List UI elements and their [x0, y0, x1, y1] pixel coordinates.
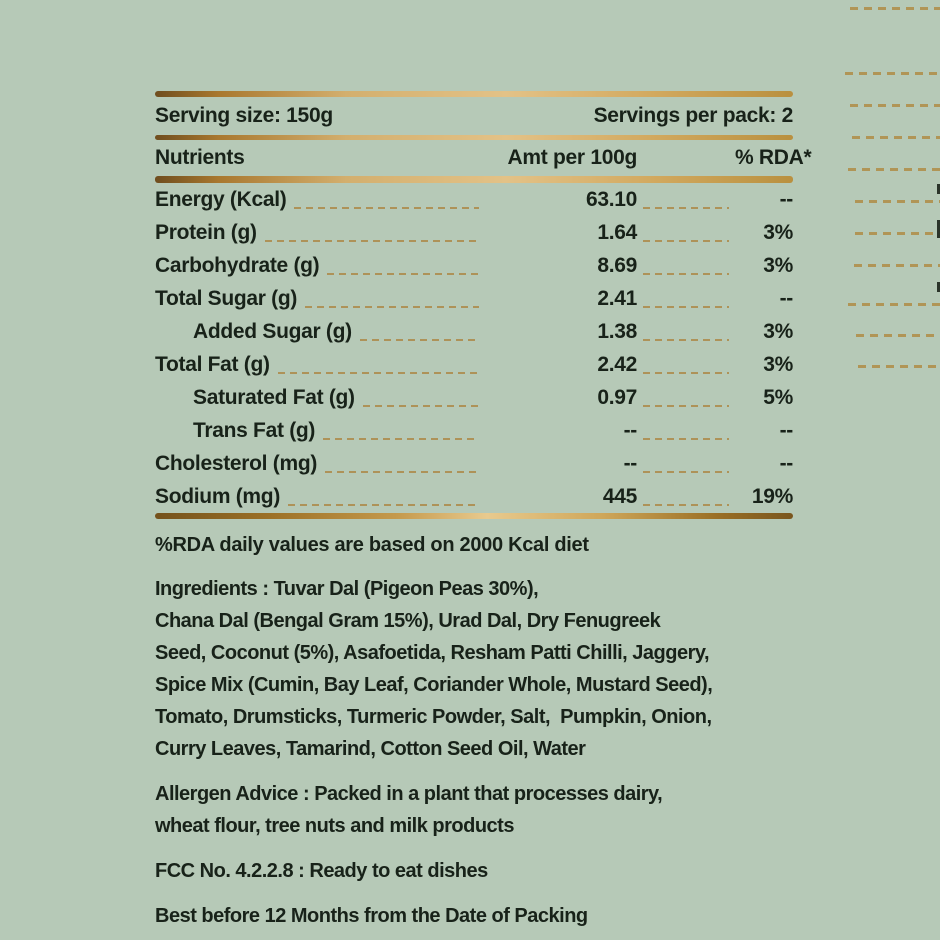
nutrient-label: Energy (Kcal) [155, 187, 287, 211]
gold-divider-top [155, 91, 793, 97]
leader-dashes [643, 239, 729, 242]
fold-dash-line [848, 168, 940, 171]
fold-dash-line [856, 334, 940, 337]
nutrient-row: Total Fat (g) 2.42 3% [155, 348, 793, 381]
leader-dashes [643, 206, 729, 209]
nutrient-amount: 2.41 [597, 286, 637, 310]
leader-dashes [643, 503, 729, 506]
nutrient-row: Total Sugar (g) 2.41 -- [155, 282, 793, 315]
nutrient-label: Sodium (mg) [155, 484, 281, 508]
leader-dashes [323, 437, 479, 440]
nutrient-amount: 1.38 [597, 319, 637, 343]
leader-dashes [362, 404, 479, 407]
rda-footnote: %RDA daily values are based on 2000 Kcal… [155, 534, 589, 556]
servings-per-pack-text: Servings per pack: 2 [593, 104, 794, 127]
leader-dashes [277, 371, 479, 374]
fold-dash-line [858, 365, 940, 368]
header-spacer [252, 165, 479, 167]
leader-dashes [643, 470, 729, 473]
leader-dashes [305, 305, 479, 308]
nutrient-label: Saturated Fat (g) [193, 385, 355, 409]
nutrient-row: Sodium (mg) 445 19% [155, 480, 793, 513]
nutrient-row: Cholesterol (mg) -- -- [155, 447, 793, 480]
fcc-number-text: FCC No. 4.2.2.8 : Ready to eat dishes [155, 860, 488, 882]
ingredients-text: Ingredients : Tuvar Dal (Pigeon Peas 30%… [155, 578, 713, 760]
fold-dash-line [855, 200, 940, 203]
fold-dash-line [845, 72, 940, 75]
leader-dashes [643, 371, 729, 374]
gold-divider [155, 135, 793, 140]
nutrient-rda: -- [779, 187, 794, 211]
leader-dashes [643, 437, 729, 440]
edge-print-mark [937, 220, 940, 238]
nutrition-facts-panel: Serving size: 150g Servings per pack: 2 … [155, 91, 812, 932]
nutrient-rda: 3% [763, 220, 793, 244]
fold-dash-line [854, 264, 940, 267]
fold-dash-line [848, 303, 940, 306]
leader-dashes [294, 206, 479, 209]
nutrient-rda: 3% [763, 253, 793, 277]
gold-divider [155, 176, 793, 183]
edge-print-mark [937, 184, 940, 194]
leader-dashes [325, 470, 479, 473]
serving-size-text: Serving size: 150g [155, 104, 333, 127]
leader-dashes [327, 272, 479, 275]
nutrient-row: Trans Fat (g) -- -- [155, 414, 793, 447]
nutrient-amount: 8.69 [597, 253, 637, 277]
header-spacer [643, 165, 729, 167]
leader-dashes [643, 338, 729, 341]
gold-divider-bottom [155, 513, 793, 519]
nutrient-row: Protein (g) 1.64 3% [155, 216, 793, 249]
nutrient-amount: 2.42 [597, 352, 637, 376]
leader-dashes [264, 239, 479, 242]
nutrient-amount: 445 [602, 484, 637, 508]
nutrient-rda: -- [779, 451, 794, 475]
nutrient-row: Added Sugar (g) 1.38 3% [155, 315, 793, 348]
leader-dashes [288, 503, 479, 506]
edge-print-mark [937, 282, 940, 292]
header-nutrients: Nutrients [155, 146, 245, 169]
header-amount: Amt per 100g [507, 146, 638, 169]
nutrient-label: Protein (g) [155, 220, 257, 244]
nutrient-rows: Energy (Kcal) 63.10 -- Protein (g) 1.64 3% Car… [155, 183, 793, 513]
fold-dash-line [850, 104, 940, 107]
nutrient-label: Cholesterol (mg) [155, 451, 318, 475]
leader-dashes [643, 305, 729, 308]
allergen-advice-text: Allergen Advice : Packed in a plant that… [155, 783, 663, 837]
nutrient-amount: 63.10 [585, 187, 637, 211]
nutrient-rda: 5% [763, 385, 793, 409]
nutrient-label: Total Sugar (g) [155, 286, 298, 310]
nutrient-rda: -- [779, 286, 794, 310]
serving-info-row: Serving size: 150g Servings per pack: 2 [155, 97, 793, 135]
fold-dash-line [855, 232, 940, 235]
nutrient-rda: -- [779, 418, 794, 442]
nutrient-amount: 1.64 [597, 220, 637, 244]
nutrient-rda: 3% [763, 319, 793, 343]
nutrient-amount: -- [623, 451, 638, 475]
nutrient-row: Saturated Fat (g) 0.97 5% [155, 381, 793, 414]
header-rda: % RDA* [735, 146, 812, 169]
fold-dash-line [852, 136, 940, 139]
leader-dashes [359, 338, 479, 341]
nutrient-rda: 19% [751, 484, 793, 508]
nutrient-row: Energy (Kcal) 63.10 -- [155, 183, 793, 216]
nutrient-amount: -- [623, 418, 638, 442]
nutrient-row: Carbohydrate (g) 8.69 3% [155, 249, 793, 282]
leader-dashes [643, 272, 729, 275]
nutrient-label: Carbohydrate (g) [155, 253, 320, 277]
nutrient-rda: 3% [763, 352, 793, 376]
leader-dashes [643, 404, 729, 407]
nutrient-label: Added Sugar (g) [193, 319, 352, 343]
nutrient-label: Total Fat (g) [155, 352, 270, 376]
nutrient-amount: 0.97 [597, 385, 637, 409]
fold-dash-line [850, 7, 940, 10]
best-before-text: Best before 12 Months from the Date of P… [155, 905, 588, 927]
nutrient-label: Trans Fat (g) [193, 418, 316, 442]
table-header-row: Nutrients Amt per 100g % RDA* [155, 140, 812, 176]
